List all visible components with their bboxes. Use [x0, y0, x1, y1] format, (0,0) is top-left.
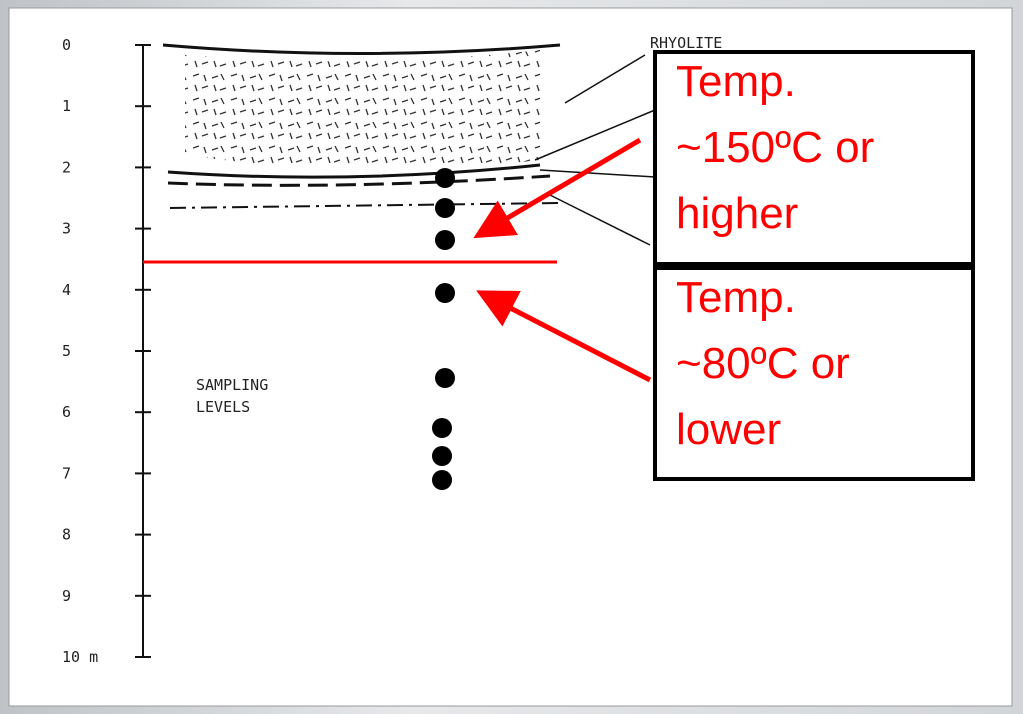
sampling-label: LEVELS: [196, 398, 250, 416]
annotation-text: higher: [676, 189, 798, 238]
depth-label: 7: [62, 464, 71, 482]
depth-label: 6: [62, 403, 71, 421]
diagram: 012345678910 m RHYOLITE SAMPLING LEVELS …: [0, 0, 1023, 714]
sampling-label: SAMPLING: [196, 376, 268, 394]
depth-label: 5: [62, 342, 71, 360]
annotation-text: Temp.: [676, 57, 796, 106]
annotation-text: ~80ºC or: [676, 339, 850, 388]
depth-label: 3: [62, 220, 71, 238]
layer-label: RHYOLITE: [650, 34, 722, 52]
depth-label: 0: [62, 36, 71, 54]
depth-label: 8: [62, 526, 71, 544]
depth-label: 9: [62, 587, 71, 605]
annotation-text: Temp.: [676, 273, 796, 322]
depth-label: 1: [62, 97, 71, 115]
depth-label: 4: [62, 281, 71, 299]
depth-label: 2: [62, 158, 71, 176]
depth-label: 10 m: [62, 648, 98, 666]
annotation-text: lower: [676, 405, 781, 454]
annotation-text: ~150ºC or: [676, 123, 874, 172]
